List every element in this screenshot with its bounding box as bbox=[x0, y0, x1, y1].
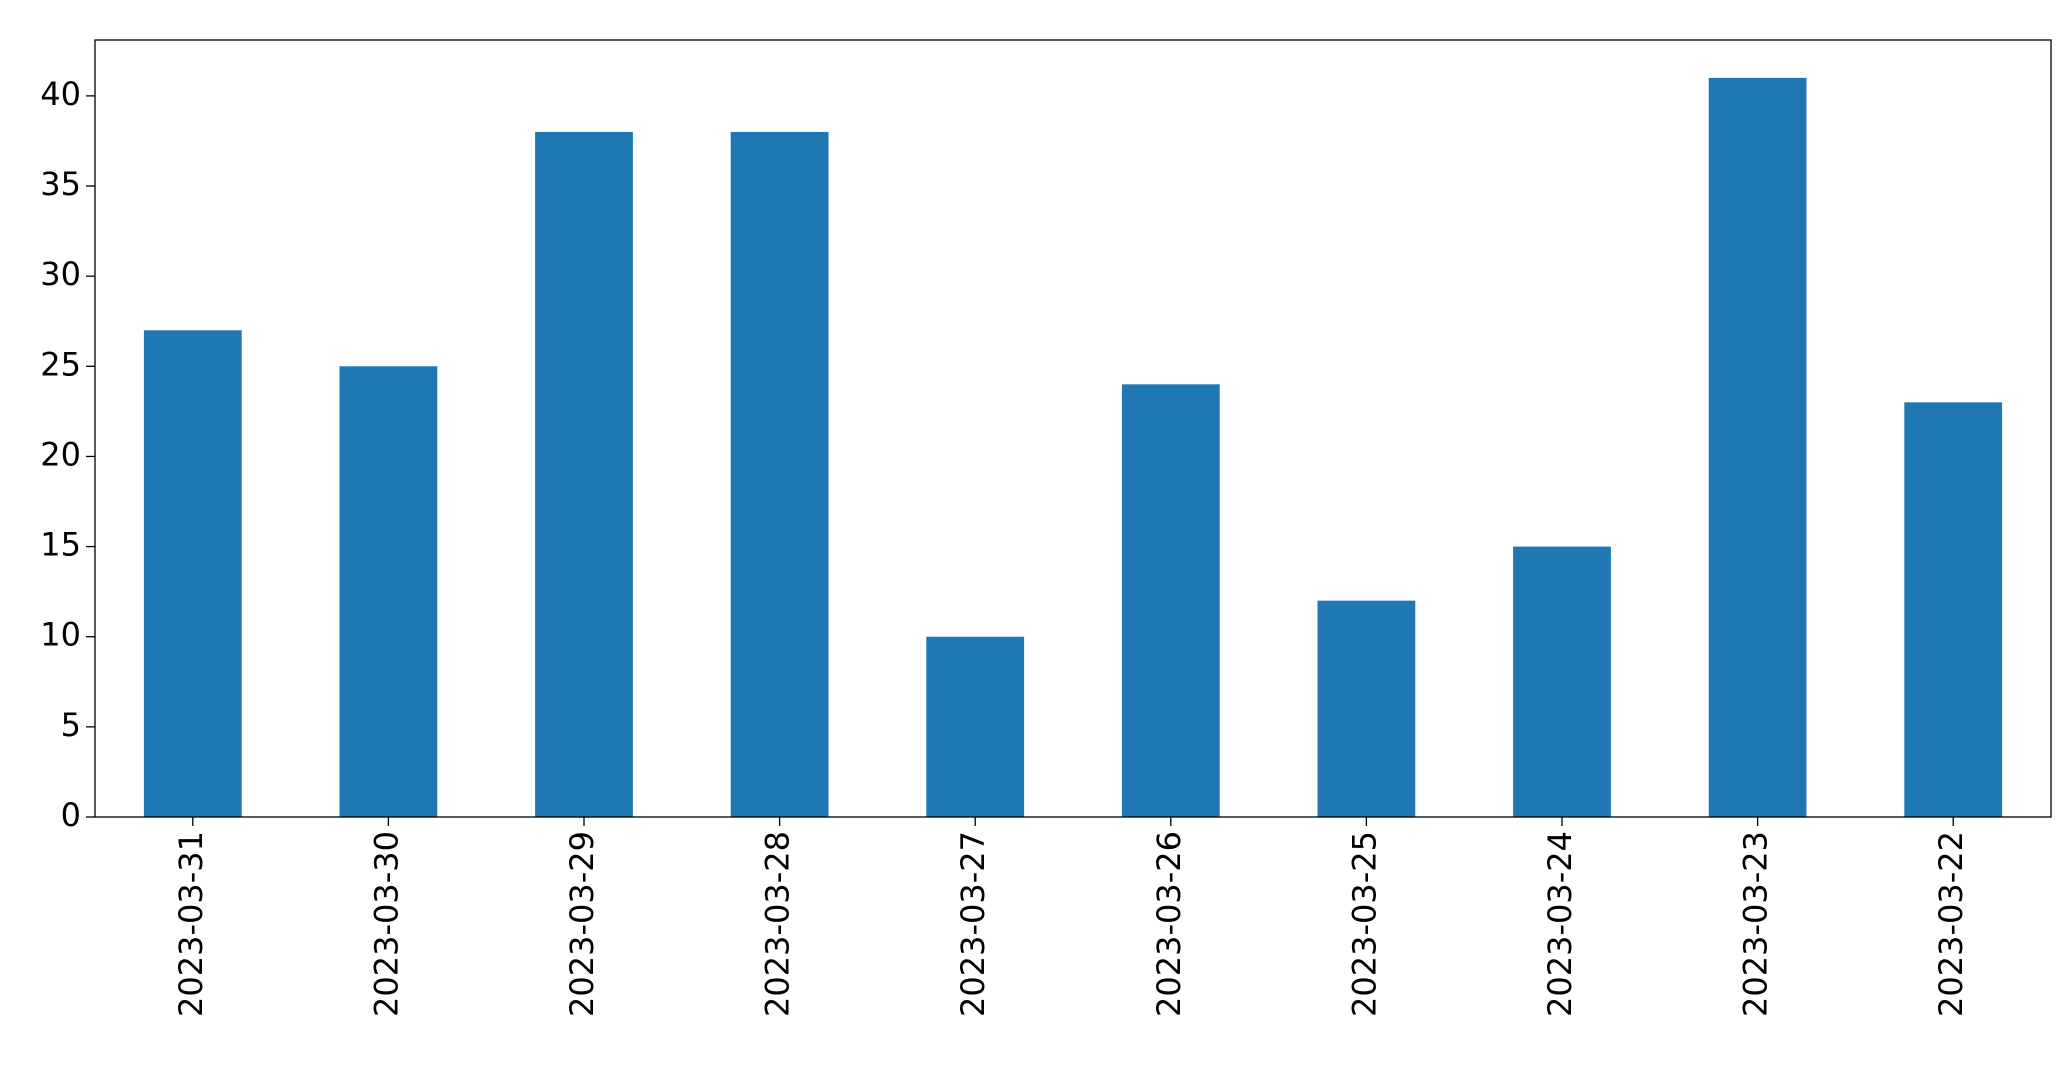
y-tick-label: 10 bbox=[40, 616, 81, 654]
bar bbox=[143, 330, 242, 817]
bar bbox=[1121, 384, 1220, 817]
x-tick-label: 2023-03-27 bbox=[954, 831, 992, 1017]
x-tick-label: 2023-03-31 bbox=[172, 831, 210, 1017]
y-tick-label: 40 bbox=[40, 75, 81, 113]
x-tick-label: 2023-03-30 bbox=[367, 831, 405, 1017]
x-tick-label: 2023-03-23 bbox=[1737, 831, 1775, 1017]
y-tick-label: 15 bbox=[40, 526, 81, 564]
y-tick-label: 35 bbox=[40, 165, 81, 203]
bar bbox=[1708, 77, 1807, 818]
x-tick-label: 2023-03-29 bbox=[563, 831, 601, 1017]
y-tick-label: 20 bbox=[40, 435, 81, 473]
bar bbox=[1513, 546, 1611, 817]
y-tick-label: 0 bbox=[61, 796, 81, 834]
x-tick-label: 2023-03-26 bbox=[1150, 831, 1188, 1017]
y-tick-label: 5 bbox=[61, 706, 81, 744]
y-tick-label: 30 bbox=[40, 255, 81, 293]
bar bbox=[339, 366, 438, 817]
x-tick-label: 2023-03-25 bbox=[1345, 831, 1383, 1017]
x-tick-label: 2023-03-24 bbox=[1541, 831, 1579, 1017]
bar bbox=[1317, 600, 1416, 817]
x-tick-label: 2023-03-28 bbox=[759, 831, 797, 1017]
bar bbox=[1904, 402, 2003, 817]
x-tick-label: 2023-03-22 bbox=[1932, 831, 1970, 1017]
axes-frame bbox=[94, 39, 2052, 818]
bar bbox=[730, 131, 829, 817]
y-tick-label: 25 bbox=[40, 345, 81, 383]
bar bbox=[926, 636, 1025, 817]
bar bbox=[535, 131, 633, 817]
